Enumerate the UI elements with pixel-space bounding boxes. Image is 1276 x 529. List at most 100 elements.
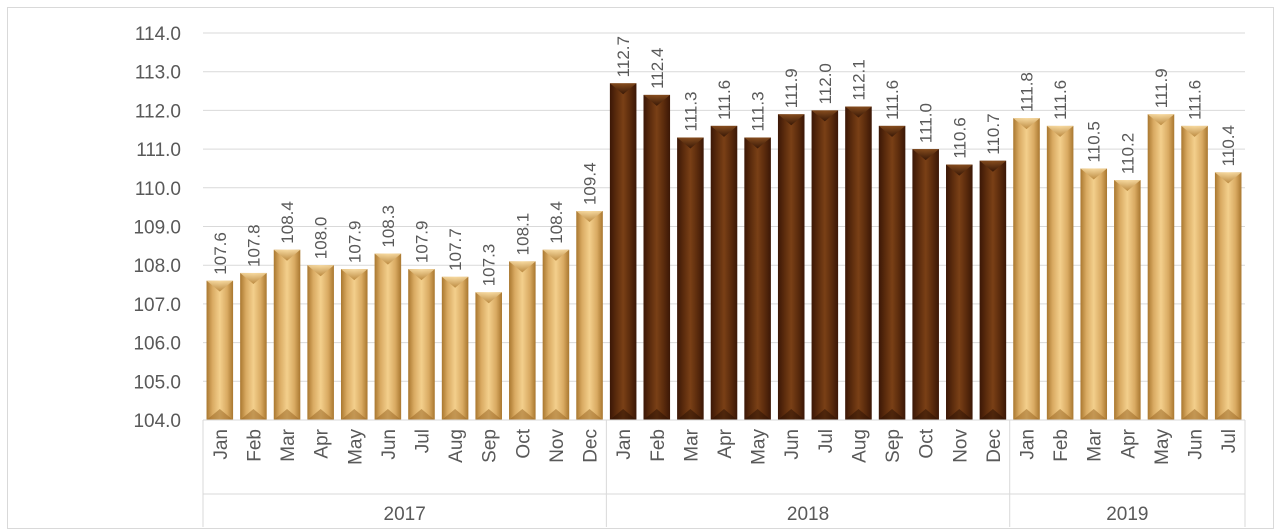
- x-tick-label: Dec: [984, 429, 1005, 463]
- x-tick-label: Jan: [614, 429, 635, 460]
- x-tick-label: Oct: [513, 428, 534, 458]
- bar-bevel-top: [979, 160, 1007, 172]
- bar-bevel-top: [542, 249, 570, 261]
- bar-bevel-bottom: [509, 409, 536, 420]
- x-tick-label: Feb: [1051, 429, 1072, 462]
- data-labels: 107.6 107.8 108.4 108.0 107.9 108.3 107.9 107.7…: [211, 36, 1238, 286]
- bar-bevel-bottom: [1214, 409, 1242, 420]
- x-tick-label: Mar: [278, 428, 299, 461]
- bar-bevel-bottom: [777, 409, 805, 420]
- bar-bevel-bottom: [878, 409, 906, 420]
- x-tick-label: Jun: [1186, 429, 1207, 460]
- year-label: 2018: [787, 504, 829, 525]
- y-axis: 104.0 105.0 106.0 107.0 108.0 109.0 110.0 111.0…: [133, 24, 181, 432]
- bar-bevel-top: [206, 280, 234, 292]
- bar-bevel-bottom: [1181, 409, 1208, 420]
- bar: [542, 249, 570, 420]
- bar-bevel-bottom: [811, 409, 839, 420]
- x-tick-label: Feb: [648, 429, 669, 462]
- bar-bevel-bottom: [1013, 409, 1040, 420]
- y-tick-label: 112.0: [135, 101, 181, 122]
- bar: [441, 276, 469, 420]
- bar: [1114, 180, 1141, 420]
- bar: [777, 114, 805, 421]
- bar-bevel-bottom: [710, 409, 738, 420]
- bar-bevel-bottom: [441, 409, 469, 420]
- bar: [1080, 168, 1108, 420]
- bar: [1214, 172, 1242, 420]
- bar-bevel-top: [677, 137, 704, 149]
- bar: [744, 137, 771, 421]
- bar-bevel-top: [811, 110, 839, 122]
- bar-bevel-top: [946, 164, 973, 176]
- x-tick-label: May: [1152, 429, 1173, 465]
- data-label: 107.9: [345, 221, 364, 264]
- bar: [273, 249, 301, 420]
- x-tick-label: Feb: [244, 429, 265, 462]
- bar: [643, 94, 671, 421]
- bar: [878, 125, 906, 420]
- bar-bevel-top: [1181, 125, 1208, 137]
- data-label: 110.6: [950, 117, 969, 158]
- data-label: 110.2: [1118, 133, 1137, 174]
- data-label: 111.9: [782, 68, 801, 108]
- data-label: 111.0: [917, 103, 936, 143]
- bar-bevel-top: [475, 292, 502, 304]
- bar-bevel-top: [340, 269, 368, 281]
- bar: [946, 164, 973, 420]
- bar: [206, 280, 234, 420]
- x-tick-label: Sep: [883, 429, 904, 463]
- bar-bevel-top: [576, 211, 603, 223]
- bar-bevel-top: [240, 272, 267, 284]
- bar-bevel-top: [1114, 180, 1141, 192]
- x-tick-label: Jul: [412, 429, 433, 453]
- bar-bevel-top: [1214, 172, 1242, 184]
- y-tick-label: 113.0: [135, 63, 181, 84]
- y-tick-label: 110.0: [135, 179, 181, 200]
- bars: [206, 83, 1242, 421]
- bar: [677, 137, 704, 421]
- bar: [1147, 114, 1175, 421]
- data-label: 108.1: [513, 213, 532, 256]
- bar-bevel-top: [912, 149, 939, 161]
- x-tick-label: Apr: [715, 428, 736, 458]
- bar: [374, 253, 402, 420]
- data-label: 110.7: [984, 113, 1003, 154]
- bar-bevel-bottom: [744, 409, 771, 420]
- bar-bevel-bottom: [946, 409, 973, 420]
- bar-bevel-bottom: [340, 409, 368, 420]
- data-label: 111.6: [715, 80, 734, 120]
- x-tick-label: Aug: [849, 429, 870, 463]
- bar-bevel-top: [509, 261, 536, 273]
- bar-bevel-top: [845, 106, 872, 118]
- bar-bevel-bottom: [206, 409, 234, 420]
- x-tick-label: Jul: [816, 429, 837, 453]
- data-label: 112.0: [816, 63, 835, 104]
- bar-bevel-bottom: [845, 409, 872, 420]
- x-tick-label: Apr: [312, 428, 333, 458]
- data-label: 112.4: [648, 48, 667, 89]
- bar-bevel-bottom: [542, 409, 570, 420]
- data-label: 107.3: [480, 244, 499, 287]
- bar: [340, 269, 368, 420]
- y-tick-label: 109.0: [133, 218, 181, 239]
- bar: [1046, 125, 1074, 420]
- bar-bevel-top: [307, 265, 334, 277]
- y-tick-label: 105.0: [133, 372, 181, 393]
- x-tick-label: Nov: [950, 429, 971, 463]
- bar-bevel-bottom: [576, 409, 603, 420]
- bar: [576, 211, 603, 420]
- data-label: 108.0: [312, 217, 331, 260]
- bar: [475, 292, 502, 420]
- bar-bevel-bottom: [1147, 409, 1175, 420]
- data-label: 111.3: [681, 91, 700, 131]
- bar-bevel-top: [1013, 118, 1040, 130]
- year-label: 2017: [384, 504, 426, 525]
- year-label: 2019: [1106, 504, 1148, 525]
- y-tick-label: 111.0: [136, 140, 181, 161]
- data-label: 111.8: [1018, 72, 1037, 112]
- data-label: 112.7: [614, 36, 633, 77]
- bar-bevel-bottom: [273, 409, 301, 420]
- data-label: 107.8: [244, 224, 263, 267]
